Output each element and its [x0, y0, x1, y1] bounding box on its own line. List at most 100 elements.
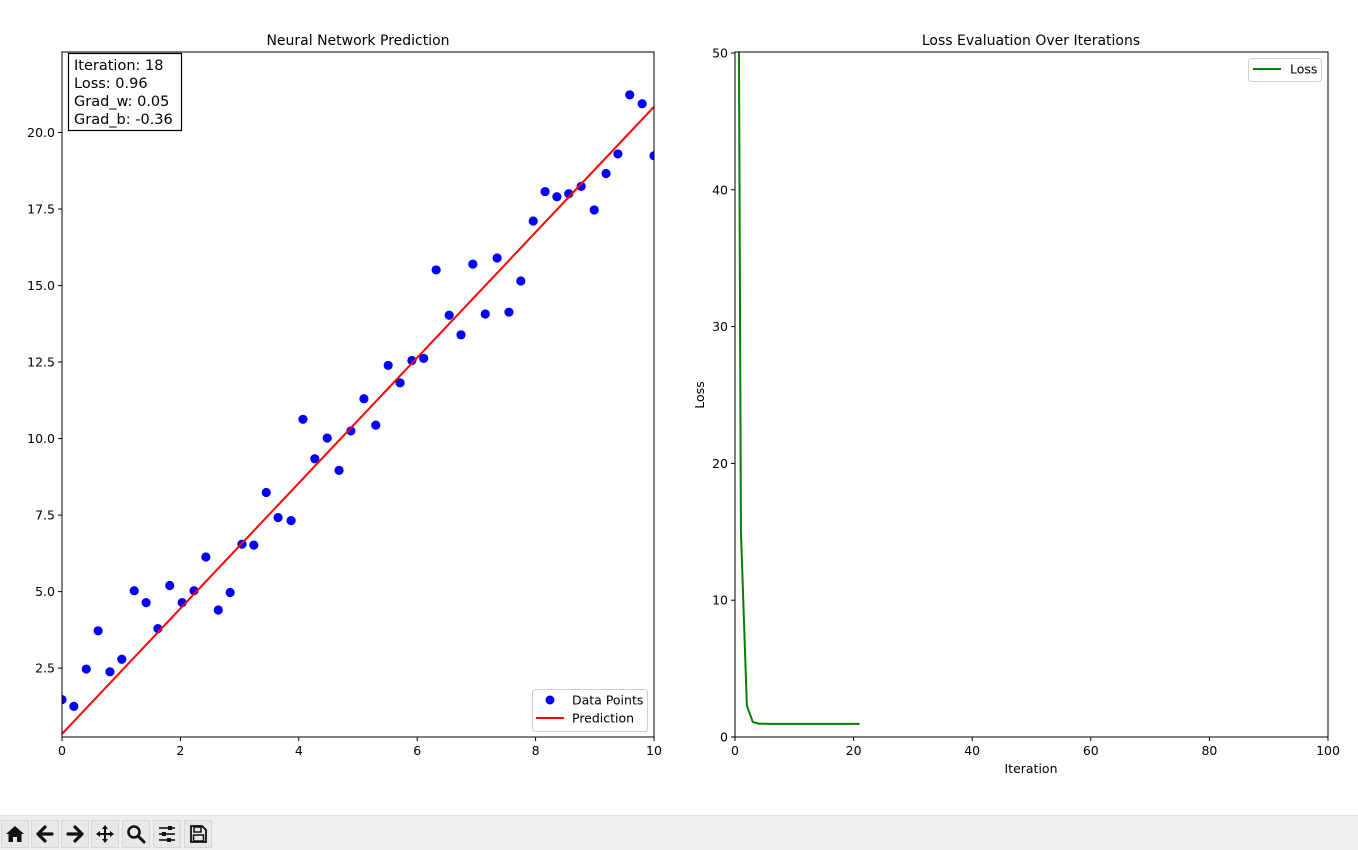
- x-axis-label: Iteration: [1004, 761, 1057, 776]
- left-ticks: 0 2 4 6 8 10 2.5 5.0 7.5 10.0 12.5 15.0 17.5 20.0: [27, 125, 662, 758]
- data-point: [129, 586, 139, 596]
- y-tick-label: 20.0: [27, 125, 55, 140]
- data-point: [165, 580, 175, 591]
- training-stats-annotation: Iteration: 18 Loss: 0.96 Grad_w: 0.05 Gr…: [67, 52, 183, 132]
- data-points-legend-marker: [545, 695, 555, 705]
- data-point: [492, 253, 502, 263]
- navigation-toolbar: [0, 815, 1358, 850]
- right-legend: Loss: [1248, 58, 1322, 82]
- x-tick-label: 6: [413, 743, 421, 758]
- data-point: [383, 360, 393, 371]
- data-point: [456, 330, 466, 340]
- sliders-icon: [159, 826, 175, 842]
- right-axes: Loss Evaluation Over Iterations 0 20 40 60 8…: [692, 33, 1340, 776]
- data-point: [322, 433, 332, 443]
- home-button[interactable]: [1, 820, 29, 848]
- pan-button[interactable]: [91, 820, 119, 848]
- data-point: [334, 465, 344, 476]
- data-point: [504, 307, 514, 317]
- data-point: [444, 310, 454, 320]
- data-point: [589, 205, 599, 215]
- data-point: [105, 667, 115, 677]
- forward-button[interactable]: [61, 820, 89, 848]
- data-point: [407, 355, 417, 366]
- arrow-left-icon: [36, 825, 54, 843]
- arrow-right-icon: [66, 825, 84, 843]
- loss-text: Loss: 0.96: [74, 76, 148, 92]
- y-tick-label: 0: [720, 730, 728, 745]
- data-point: [310, 454, 320, 464]
- configure-subplots-button[interactable]: [153, 820, 181, 848]
- y-tick-label: 12.5: [27, 355, 55, 370]
- y-tick-label: 20: [712, 456, 728, 471]
- right-plot-title: Loss Evaluation Over Iterations: [922, 33, 1140, 49]
- data-point: [371, 420, 381, 430]
- data-point: [298, 414, 308, 424]
- data-point: [213, 605, 223, 615]
- home-icon: [6, 826, 24, 842]
- data-point: [419, 353, 429, 363]
- right-axes-frame: [734, 51, 1329, 738]
- y-tick-label: 2.5: [35, 661, 55, 676]
- x-tick-label: 20: [846, 743, 862, 758]
- x-tick-label: 4: [295, 743, 303, 758]
- y-tick-label: 10.0: [27, 431, 55, 446]
- data-point: [225, 587, 235, 598]
- iteration-text: Iteration: 18: [74, 58, 163, 74]
- x-tick-label: 0: [731, 743, 739, 758]
- data-point: [359, 394, 369, 404]
- x-tick-label: 8: [532, 743, 540, 758]
- data-point: [201, 552, 211, 562]
- data-point: [261, 487, 271, 498]
- data-point: [576, 181, 586, 191]
- data-point: [273, 512, 283, 523]
- data-point: [649, 151, 654, 161]
- data-point: [625, 90, 635, 100]
- y-tick-label: 50: [712, 46, 728, 61]
- loss-curve: [737, 52, 860, 725]
- y-tick-label: 5.0: [35, 584, 55, 599]
- data-point: [540, 186, 550, 197]
- magnifier-icon: [127, 825, 146, 844]
- data-point: [468, 259, 478, 269]
- y-tick-label: 30: [712, 319, 728, 334]
- data-point: [516, 276, 526, 286]
- left-axes: Neural Network Prediction 0 2 4 6 8 10 2.5 5.0 7…: [27, 33, 662, 758]
- data-point: [346, 426, 356, 436]
- left-axes-frame: [61, 51, 655, 738]
- x-tick-label: 80: [1201, 743, 1217, 758]
- data-point: [613, 149, 623, 159]
- y-tick-label: 7.5: [35, 508, 55, 523]
- data-point: [431, 265, 441, 275]
- left-plot-title: Neural Network Prediction: [266, 33, 449, 49]
- data-point: [395, 378, 405, 388]
- back-button[interactable]: [31, 820, 59, 848]
- x-tick-label: 0: [58, 743, 66, 758]
- data-point: [69, 701, 79, 711]
- data-point: [141, 598, 151, 608]
- data-point: [601, 168, 611, 179]
- data-point: [81, 664, 91, 674]
- legend-loss-label: Loss: [1290, 62, 1317, 77]
- save-button[interactable]: [184, 820, 212, 848]
- x-tick-label: 60: [1083, 743, 1099, 758]
- prediction-line: [62, 106, 654, 735]
- data-points-scatter: [62, 90, 654, 711]
- y-tick-label: 17.5: [27, 202, 55, 217]
- x-tick-label: 10: [646, 743, 662, 758]
- legend-prediction-label: Prediction: [572, 711, 634, 726]
- x-tick-label: 100: [1316, 743, 1340, 758]
- data-point: [528, 216, 538, 226]
- data-point: [93, 626, 103, 636]
- zoom-button[interactable]: [122, 820, 150, 848]
- grad-w-text: Grad_w: 0.05: [74, 94, 169, 110]
- y-tick-label: 40: [712, 182, 728, 197]
- data-point: [62, 695, 67, 705]
- x-tick-label: 40: [964, 743, 980, 758]
- y-tick-label: 10: [712, 593, 728, 608]
- move-icon: [96, 825, 114, 843]
- y-axis-label: Loss: [692, 381, 707, 408]
- legend-data-points-label: Data Points: [572, 693, 643, 708]
- data-point: [637, 99, 647, 109]
- data-point: [286, 516, 296, 526]
